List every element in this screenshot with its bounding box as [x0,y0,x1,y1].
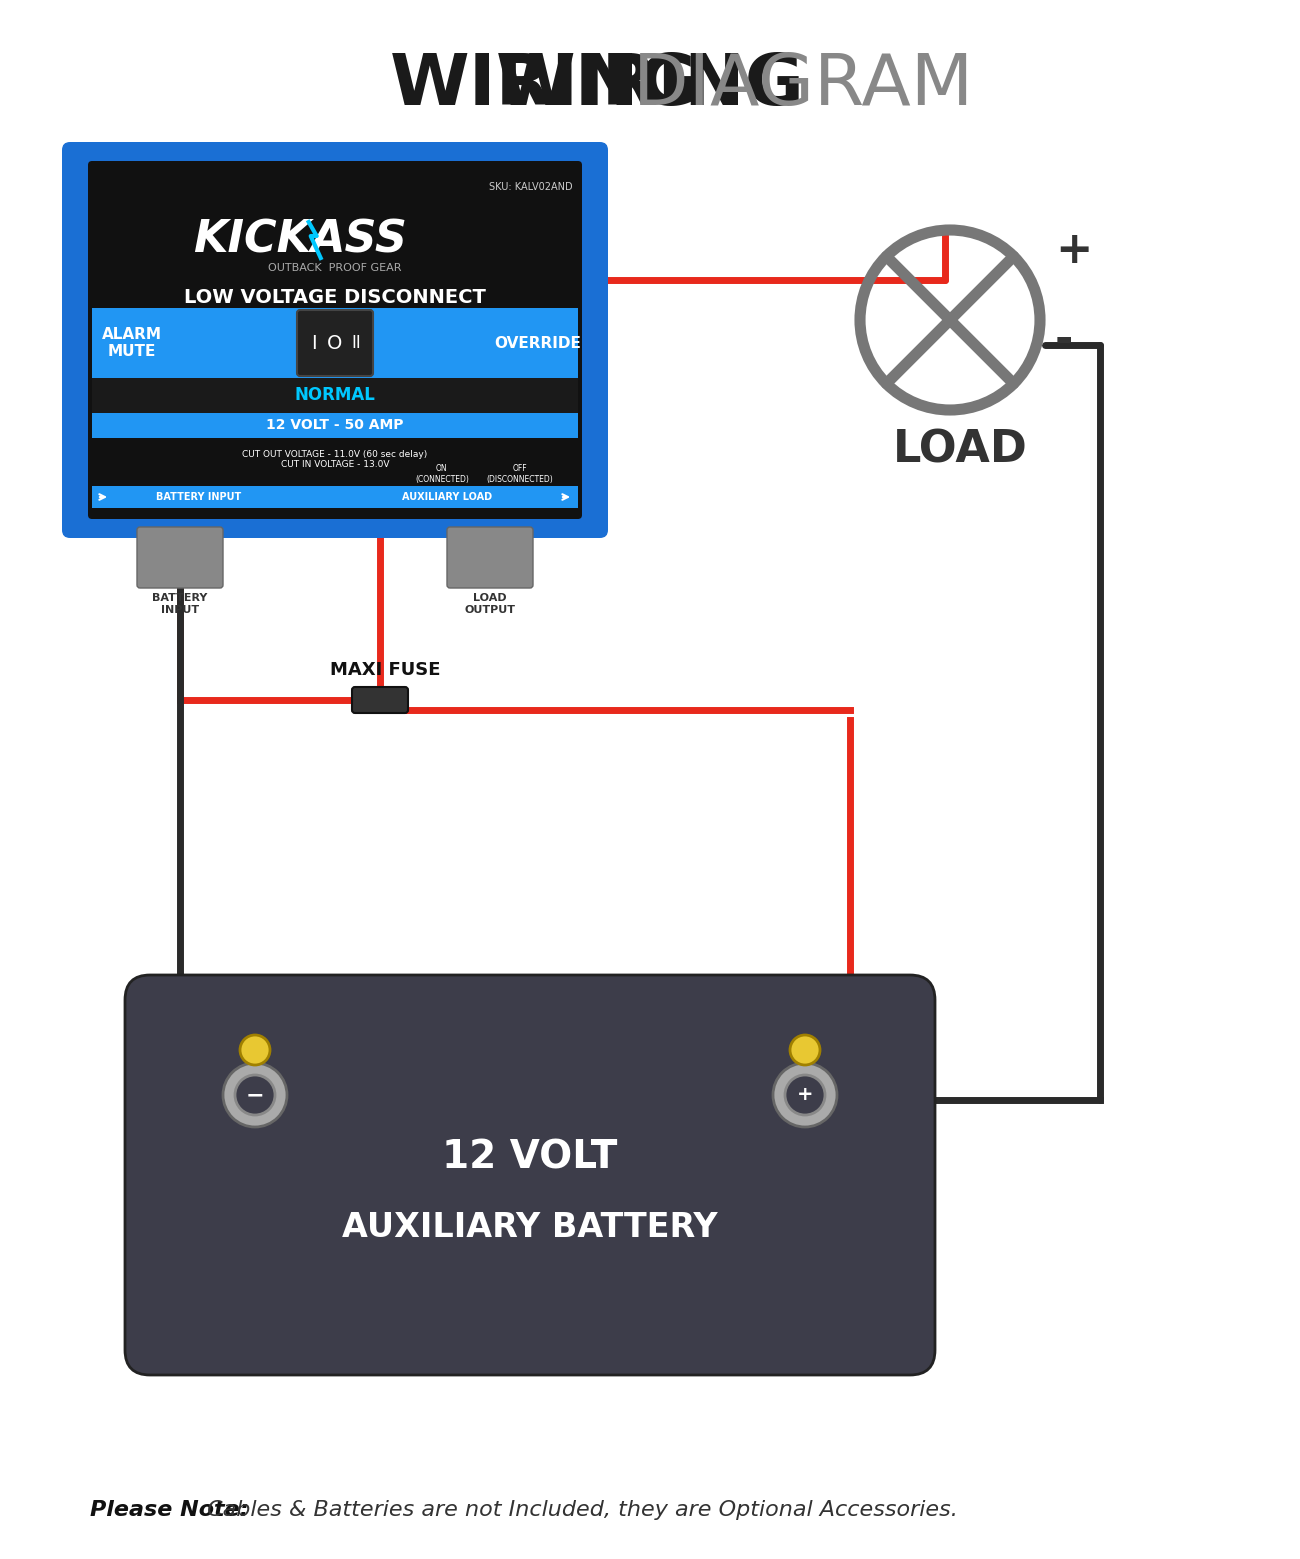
Text: ASS: ASS [311,218,408,262]
Text: WIRING DIAGRAM: WIRING DIAGRAM [332,50,968,120]
Text: 12 VOLT: 12 VOLT [442,1138,618,1177]
Text: -: - [1056,318,1074,362]
Text: OVERRIDE: OVERRIDE [494,335,581,351]
Text: BATTERY INPUT: BATTERY INPUT [156,493,242,502]
Text: OFF
(DISCONNECTED): OFF (DISCONNECTED) [486,465,552,483]
Text: ALARM
MUTE: ALARM MUTE [101,327,162,359]
Circle shape [785,1076,826,1115]
Text: CUT IN VOLTAGE - 13.0V: CUT IN VOLTAGE - 13.0V [281,460,389,469]
Text: O: O [328,334,343,352]
FancyBboxPatch shape [447,527,533,588]
FancyBboxPatch shape [88,161,582,519]
Text: LOW VOLTAGE DISCONNECT: LOW VOLTAGE DISCONNECT [185,287,486,307]
Text: SKU: KALV02AND: SKU: KALV02AND [489,182,573,192]
Bar [92,377,578,413]
Text: OUTBACK  PROOF GEAR: OUTBACK PROOF GEAR [268,263,402,273]
Bar [92,486,578,508]
Bar [92,309,578,377]
Text: 12 VOLT - 50 AMP: 12 VOLT - 50 AMP [266,418,404,432]
Text: MAXI FUSE: MAXI FUSE [330,661,441,680]
Text: KICK: KICK [192,218,311,262]
Text: CUT OUT VOLTAGE - 11.0V (60 sec delay): CUT OUT VOLTAGE - 11.0V (60 sec delay) [242,449,428,458]
FancyBboxPatch shape [296,310,373,376]
Text: ON
(CONNECTED): ON (CONNECTED) [415,465,469,483]
Text: LOAD: LOAD [893,429,1027,471]
FancyBboxPatch shape [136,527,224,588]
Text: −: − [246,1085,264,1105]
Text: BATTERY
INPUT: BATTERY INPUT [152,592,208,614]
Circle shape [790,1035,820,1065]
Circle shape [224,1063,287,1127]
Circle shape [240,1035,270,1065]
Bar [92,413,578,438]
Text: DIAGRAM: DIAGRAM [610,50,974,120]
Text: LOAD
OUTPUT: LOAD OUTPUT [464,592,516,614]
Circle shape [235,1076,276,1115]
Text: Please Note:: Please Note: [90,1500,248,1520]
FancyBboxPatch shape [125,974,935,1375]
Text: NORMAL: NORMAL [295,387,376,404]
Text: WIRING: WIRING [495,50,805,120]
Text: I: I [311,334,317,352]
Text: AUXILIARY BATTERY: AUXILIARY BATTERY [342,1211,718,1244]
Text: II: II [351,334,361,352]
FancyBboxPatch shape [352,688,408,712]
FancyBboxPatch shape [62,142,608,538]
Text: +: + [1056,229,1092,271]
Text: Cables & Batteries are not Included, they are Optional Accessories.: Cables & Batteries are not Included, the… [200,1500,958,1520]
Circle shape [774,1063,837,1127]
FancyBboxPatch shape [98,147,178,198]
Text: WIRING: WIRING [390,50,699,120]
Text: AUXILIARY LOAD: AUXILIARY LOAD [402,493,491,502]
Text: +: + [797,1085,814,1104]
FancyBboxPatch shape [295,147,376,198]
